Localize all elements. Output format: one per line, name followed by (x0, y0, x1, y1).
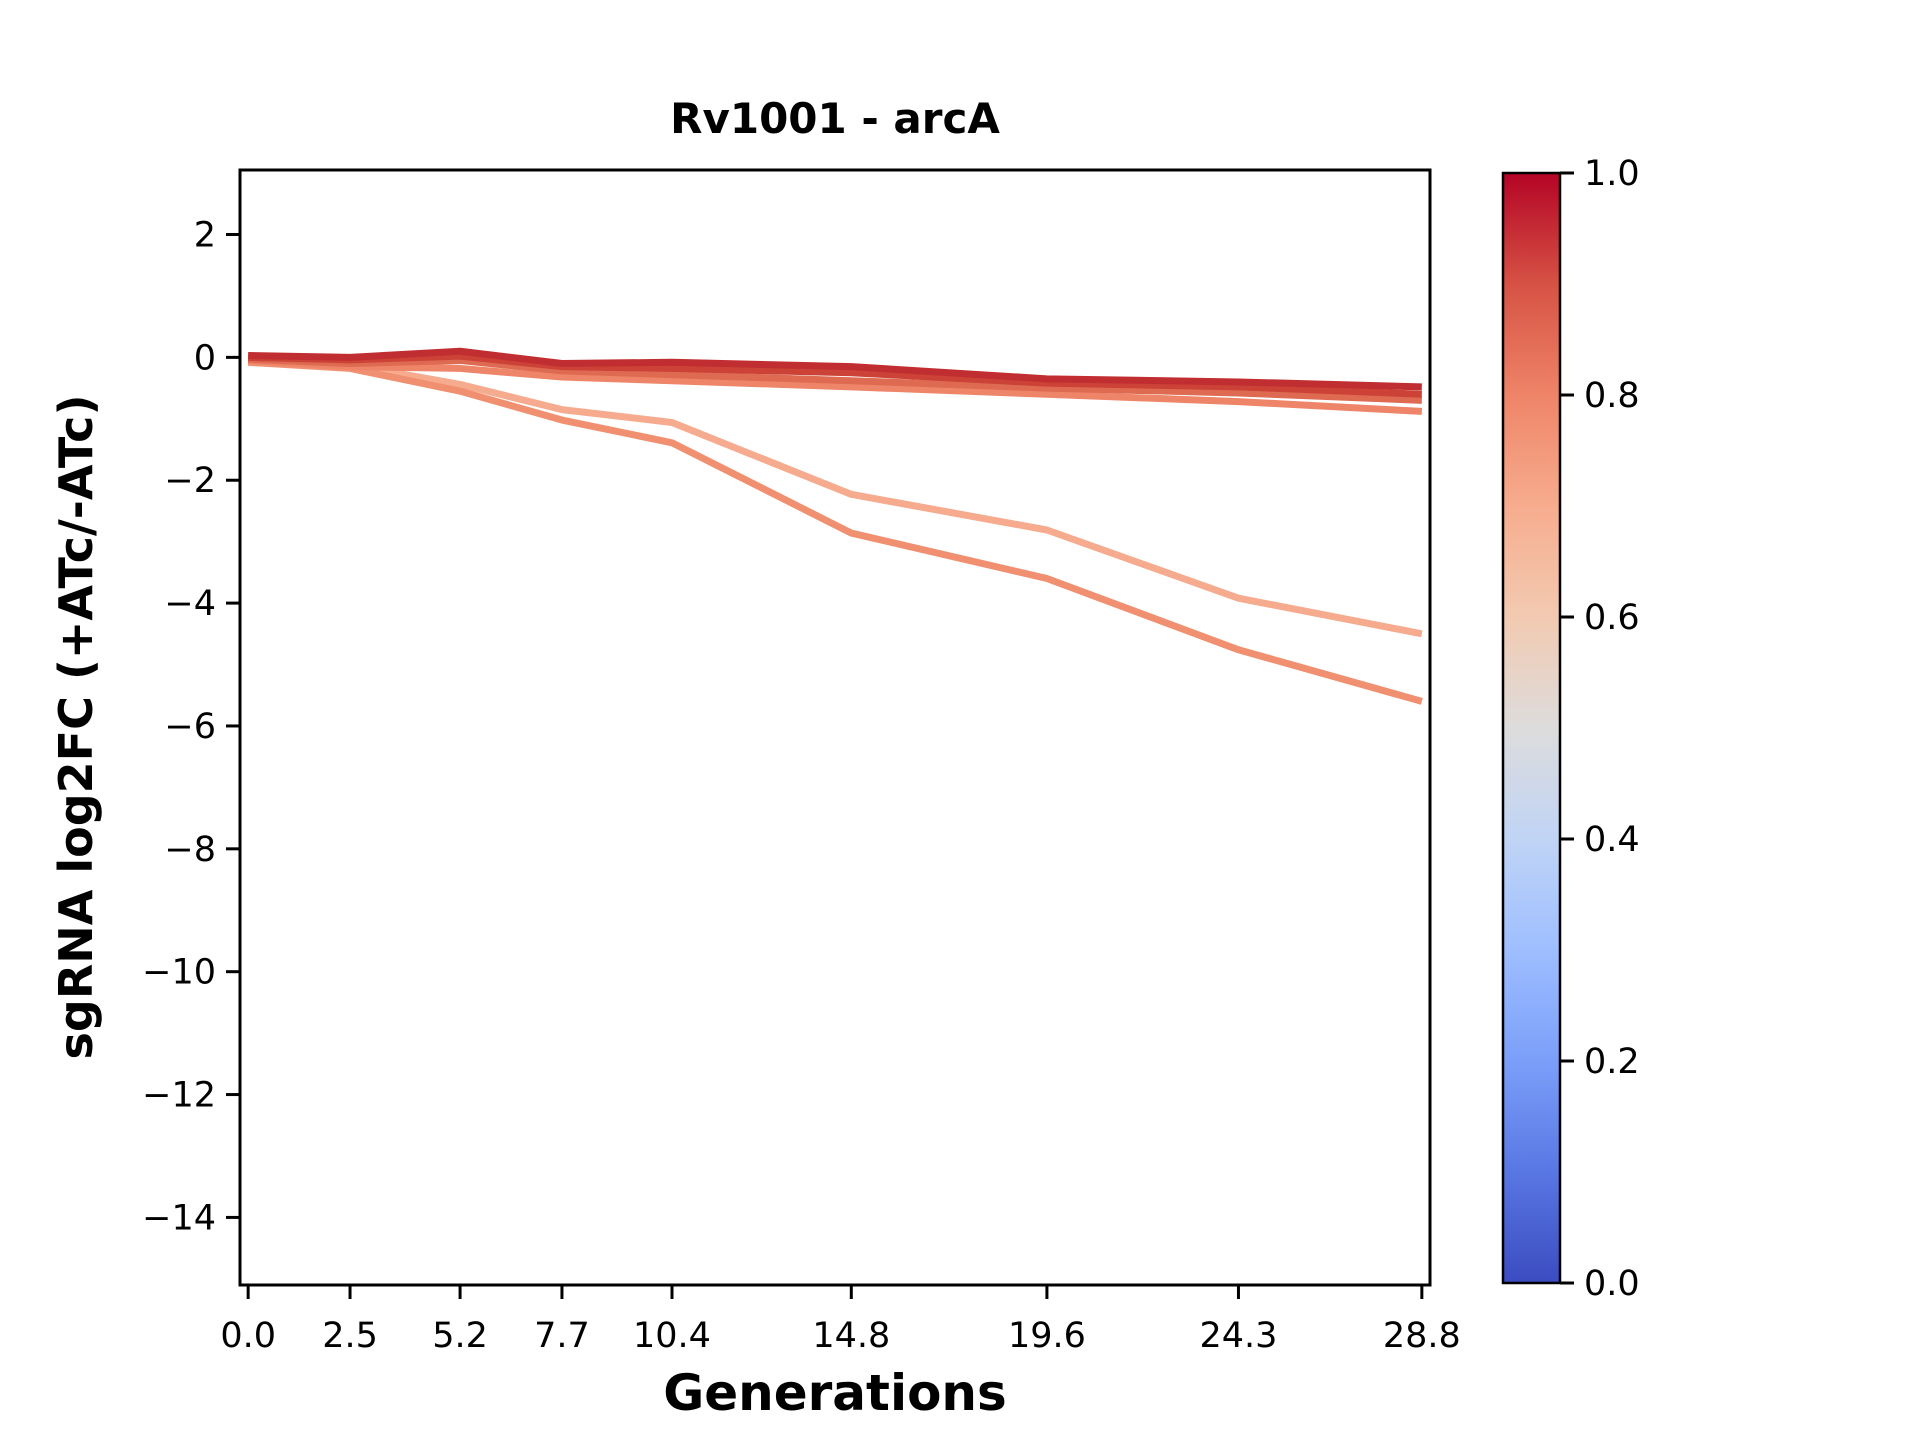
x-tick-label: 28.8 (1383, 1316, 1461, 1356)
y-tick-label: −4 (164, 584, 216, 624)
y-tick-label: −10 (142, 953, 216, 993)
x-axis-label: Generations (663, 1364, 1007, 1422)
x-tick-label: 0.0 (220, 1316, 276, 1356)
y-axis-label: sgRNA log2FC (+ATc/-ATc) (49, 395, 103, 1060)
colorbar-gradient (1501, 171, 1562, 1285)
x-tick-label: 10.4 (633, 1316, 711, 1356)
y-tick-label: −12 (142, 1076, 216, 1116)
colorbar-tick-label: 0.6 (1584, 598, 1640, 638)
y-tick-label: 0 (194, 338, 216, 378)
x-tick-label: 24.3 (1199, 1316, 1277, 1356)
x-tick-label: 14.8 (812, 1316, 890, 1356)
series-lines (247, 347, 1423, 705)
colorbar-tick-label: 0.0 (1584, 1264, 1640, 1304)
y-tick-label: −8 (164, 830, 216, 870)
x-tick-label: 19.6 (1008, 1316, 1086, 1356)
series-line (248, 355, 1422, 404)
y-tick-label: −6 (164, 707, 216, 747)
x-axis-ticks: 0.0 2.5 5.2 7.7 10.4 14.8 19.6 24.3 28.8 (220, 1285, 1461, 1356)
colorbar-tick-label: 0.2 (1584, 1042, 1640, 1082)
colorbar-tick-label: 0.8 (1584, 376, 1640, 416)
axes-border (238, 168, 1432, 1287)
y-tick-label: 2 (194, 216, 216, 256)
colorbar-ticks: 1.0 0.8 0.6 0.4 0.2 0.0 (1560, 154, 1640, 1304)
series-line (248, 356, 1423, 638)
chart-title: Rv1001 - arcA (670, 94, 1000, 143)
colorbar: 1.0 0.8 0.6 0.4 0.2 0.0 (1501, 154, 1640, 1304)
x-tick-label: 7.7 (534, 1316, 590, 1356)
x-tick-label: 5.2 (432, 1316, 488, 1356)
colorbar-tick-label: 1.0 (1584, 154, 1640, 194)
series-line (248, 347, 1422, 391)
series-line (247, 356, 1423, 415)
colorbar-tick-label: 0.4 (1584, 820, 1640, 860)
x-tick-label: 2.5 (322, 1316, 378, 1356)
series-line (247, 358, 1423, 705)
y-axis-ticks: 2 0 −2 −4 −6 −8 −10 −12 −14 (142, 216, 240, 1238)
y-tick-label: −2 (164, 461, 216, 501)
y-tick-label: −14 (142, 1198, 216, 1238)
